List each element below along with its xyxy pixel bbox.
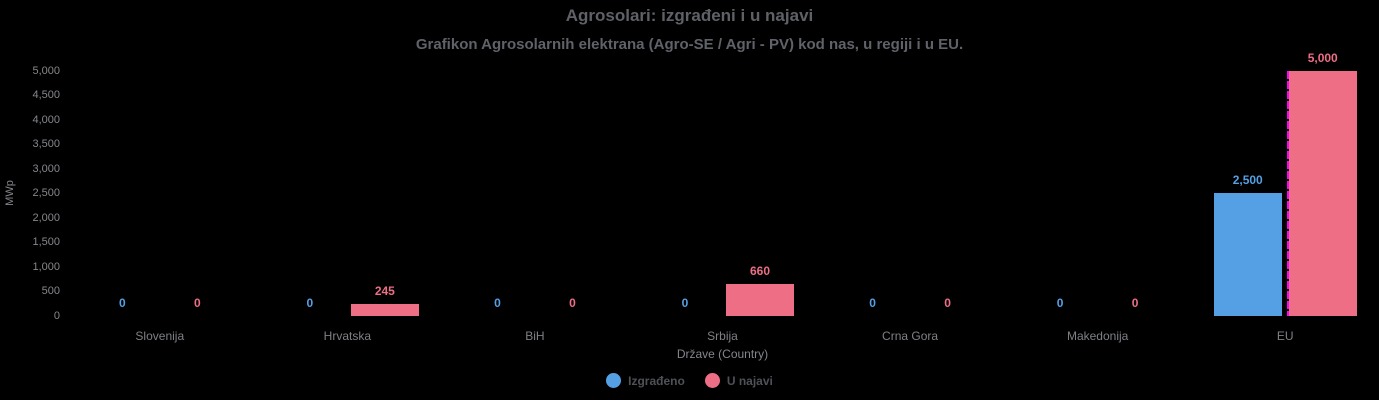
x-axis-title: Države (Country) — [676, 347, 769, 361]
bar[interactable] — [350, 303, 419, 316]
legend-item[interactable]: U najavi — [704, 373, 773, 388]
y-axis-tick-label: 5,000 — [32, 64, 60, 77]
legend-item-label: Izgrađeno — [628, 373, 685, 388]
y-axis-tick-label: 4,500 — [32, 89, 60, 102]
legend-swatch-icon — [704, 373, 720, 388]
bar-value-label: 0 — [494, 296, 501, 310]
y-axis-tick-label: 2,000 — [32, 211, 60, 224]
bar[interactable] — [1288, 70, 1357, 316]
x-category-label: Hrvatska — [323, 329, 372, 343]
y-axis-tick-label: 500 — [41, 285, 60, 298]
bar-value-label: 0 — [1131, 296, 1139, 310]
bar[interactable] — [1213, 193, 1282, 316]
bar-value-label: 0 — [569, 296, 576, 310]
x-category-label: Slovenija — [135, 329, 185, 343]
bar-value-label: 245 — [374, 283, 395, 298]
bar-value-label: 0 — [869, 296, 876, 310]
y-axis-tick-label: 1,500 — [32, 236, 60, 249]
bar-value-label: 0 — [1056, 296, 1064, 310]
bar-value-label: 0 — [306, 296, 314, 310]
x-category-label: Crna Gora — [882, 329, 939, 343]
x-category-label: EU — [1276, 329, 1294, 343]
y-axis-tick-label: 3,000 — [32, 162, 60, 175]
bar-value-label: 5,000 — [1307, 50, 1338, 65]
legend-item-label: U najavi — [726, 373, 773, 388]
bar-value-label: 0 — [118, 296, 126, 310]
chart-title: Agrosolari: izgrađeni i u najavi — [565, 6, 814, 25]
x-category-label: BiH — [525, 329, 545, 343]
x-category-label: Makedonija — [1066, 329, 1129, 343]
annotation-vline — [1287, 70, 1290, 316]
y-axis-tick-label: 1,000 — [32, 260, 60, 273]
legend-item[interactable]: Izgrađeno — [606, 373, 685, 388]
bar-value-label: 0 — [944, 296, 951, 310]
bar-value-label: 0 — [681, 296, 689, 310]
chart-legend: Izgrađeno U najavi — [0, 373, 1379, 388]
y-axis-tick-label: 4,000 — [32, 113, 60, 126]
chart-subtitle: Grafikon Agrosolarnih elektrana (Agro-SE… — [415, 36, 964, 53]
bar-value-label: 0 — [193, 296, 201, 310]
y-axis-tick-label: 3,500 — [32, 138, 60, 151]
bar[interactable] — [726, 283, 794, 316]
bar-value-label: 2,500 — [1232, 173, 1263, 188]
y-axis-tick-label: 2,500 — [32, 187, 60, 200]
legend-swatch-icon — [606, 373, 622, 388]
x-category-label: Srbija — [707, 329, 738, 343]
y-axis-tick-label: 0 — [53, 310, 60, 322]
bar-value-label: 660 — [749, 263, 771, 278]
